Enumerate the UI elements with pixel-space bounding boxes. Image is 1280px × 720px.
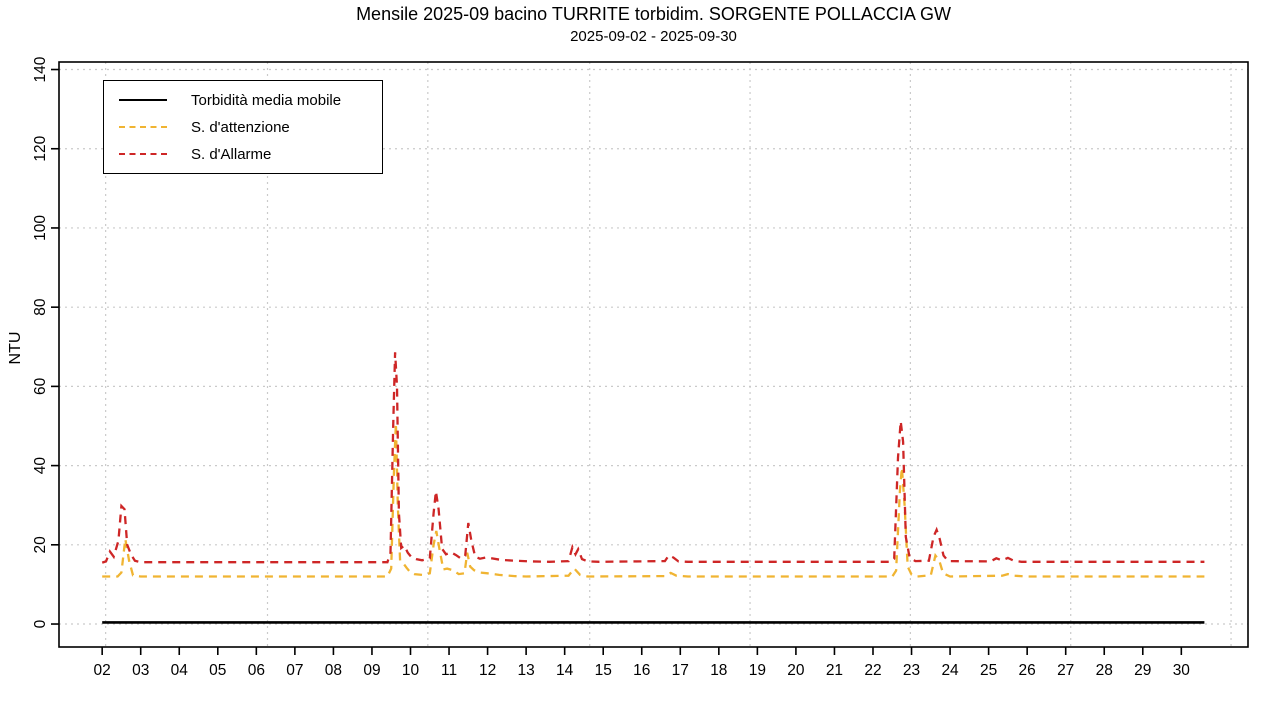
x-tick-label: 19 bbox=[749, 662, 766, 679]
dashed-line-icon bbox=[119, 153, 167, 155]
y-tick-label: 0 bbox=[32, 619, 49, 628]
x-tick-label: 05 bbox=[209, 662, 226, 679]
x-tick-label: 07 bbox=[286, 662, 303, 679]
x-tick-label: 03 bbox=[132, 662, 149, 679]
legend-label: S. d'attenzione bbox=[191, 118, 290, 136]
dashed-line-icon bbox=[119, 126, 167, 128]
x-tick-label: 25 bbox=[980, 662, 997, 679]
x-tick-label: 02 bbox=[94, 662, 111, 679]
x-tick-label: 06 bbox=[248, 662, 265, 679]
x-tick-label: 28 bbox=[1096, 662, 1113, 679]
chart-subtitle: 2025-09-02 - 2025-09-30 bbox=[570, 28, 737, 45]
x-tick-label: 21 bbox=[826, 662, 843, 679]
x-tick-label: 17 bbox=[672, 662, 689, 679]
y-tick-label: 60 bbox=[32, 377, 49, 395]
y-tick-label: 80 bbox=[32, 298, 49, 316]
y-tick-label: 140 bbox=[32, 56, 49, 82]
y-tick-label: 120 bbox=[32, 135, 49, 161]
x-tick-label: 24 bbox=[941, 662, 959, 679]
title-block: Mensile 2025-09 bacino TURRITE torbidim.… bbox=[59, 2, 1248, 47]
x-tick-label: 26 bbox=[1019, 662, 1036, 679]
x-tick-label: 23 bbox=[903, 662, 920, 679]
x-tick-label: 10 bbox=[402, 662, 420, 679]
x-tick-label: 16 bbox=[633, 662, 650, 679]
y-tick-label: 40 bbox=[32, 457, 49, 475]
x-tick-label: 18 bbox=[710, 662, 727, 679]
x-tick-label: 04 bbox=[171, 662, 189, 679]
x-tick-label: 29 bbox=[1134, 662, 1151, 679]
legend-item-media-mobile: Torbidità media mobile bbox=[119, 88, 382, 112]
y-tick-label: 100 bbox=[32, 215, 49, 241]
plot-border bbox=[58, 61, 1249, 648]
x-tick-label: 30 bbox=[1173, 662, 1191, 679]
chart-title: Mensile 2025-09 bacino TURRITE torbidim.… bbox=[356, 4, 951, 24]
y-tick-label: 20 bbox=[32, 536, 49, 554]
legend-box: Torbidità media mobile S. d'attenzione S… bbox=[103, 80, 383, 174]
x-tick-label: 13 bbox=[517, 662, 534, 679]
x-tick-label: 27 bbox=[1057, 662, 1074, 679]
x-tick-label: 20 bbox=[787, 662, 805, 679]
x-tick-label: 22 bbox=[864, 662, 881, 679]
legend-label: S. d'Allarme bbox=[191, 145, 272, 163]
x-tick-label: 14 bbox=[556, 662, 574, 679]
legend-label: Torbidità media mobile bbox=[191, 91, 342, 109]
legend-item-allarme: S. d'Allarme bbox=[119, 142, 382, 166]
x-tick-label: 12 bbox=[479, 662, 496, 679]
x-tick-label: 11 bbox=[441, 662, 457, 679]
solid-line-icon bbox=[119, 99, 167, 101]
x-tick-label: 08 bbox=[325, 662, 342, 679]
x-tick-label: 15 bbox=[595, 662, 612, 679]
legend-item-attenzione: S. d'attenzione bbox=[119, 115, 382, 139]
x-tick-label: 09 bbox=[363, 662, 380, 679]
